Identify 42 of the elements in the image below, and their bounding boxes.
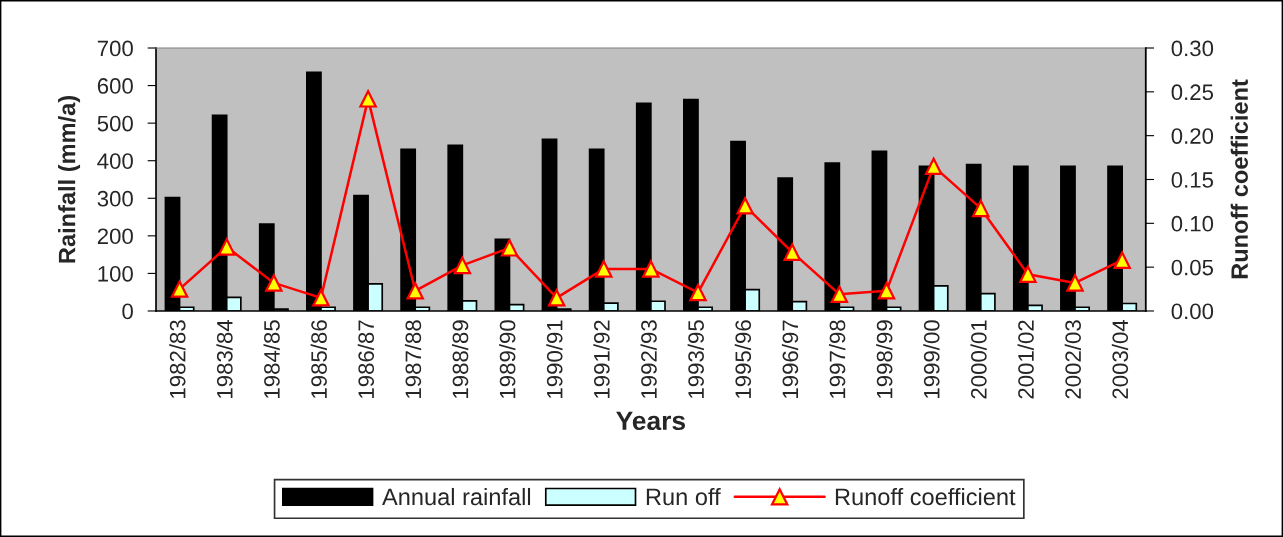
x-tick-label: 2003/04 [1111, 319, 1129, 399]
x-tick-label: 1993/95 [687, 320, 704, 398]
y-tick-label: 700 [97, 40, 133, 57]
x-tick-label: 1984/85 [263, 320, 280, 398]
y-tick-label: 500 [97, 115, 133, 132]
y-tick-label: 400 [97, 153, 133, 169]
x-tick-label: 1998/99 [876, 320, 893, 398]
x-tick-label: 1985/86 [310, 320, 327, 398]
x-tick-label: 1983/84 [216, 319, 233, 398]
legend-label: Runoff coefficient [835, 487, 1016, 506]
x-axis-title: Years [616, 411, 686, 431]
x-tick-label: 1989/90 [499, 320, 516, 398]
y-tick-label: 600 [97, 78, 133, 94]
x-tick-label: 1995/96 [734, 320, 752, 398]
x-tick-label: 1999/00 [923, 320, 940, 398]
y-axis-title: Rainfall (mm/a) [58, 96, 81, 263]
x-tick-label: 1997/98 [829, 320, 846, 398]
x-tick-label: 1987/88 [404, 320, 422, 398]
y2-tick-label: 0.10 [1171, 215, 1214, 232]
y2-tick-label: 0.05 [1171, 259, 1214, 276]
x-tick-label: 2002/03 [1064, 320, 1081, 399]
y-tick-label: 0 [122, 303, 133, 320]
legend-label: Annual rainfall [382, 487, 531, 506]
y-tick-label: 100 [98, 265, 133, 282]
y-tick-label: 300 [97, 190, 133, 207]
x-tick-label: 1986/87 [357, 320, 375, 398]
x-tick-label: 2000/01 [970, 320, 987, 399]
x-tick-label: 1990/91 [546, 320, 563, 398]
x-tick-label: 1992/93 [640, 320, 657, 398]
y-tick-label: 200 [97, 228, 133, 245]
y2-tick-label: 0.30 [1171, 40, 1214, 57]
y2-axis-title: Runoff coefficient [1230, 79, 1248, 279]
y2-tick-label: 0.25 [1171, 84, 1214, 101]
y2-tick-label: 0.00 [1171, 303, 1214, 320]
legend-label: Run off [646, 487, 721, 506]
x-tick-label: 1991/92 [593, 320, 610, 398]
y2-tick-label: 0.20 [1171, 128, 1214, 144]
x-tick-label: 1982/83 [169, 320, 186, 398]
y2-tick-label: 0.15 [1171, 172, 1214, 188]
x-tick-label: 1996/97 [781, 320, 799, 398]
x-tick-label: 1988/89 [451, 320, 469, 398]
x-tick-label: 2001/02 [1017, 320, 1034, 399]
